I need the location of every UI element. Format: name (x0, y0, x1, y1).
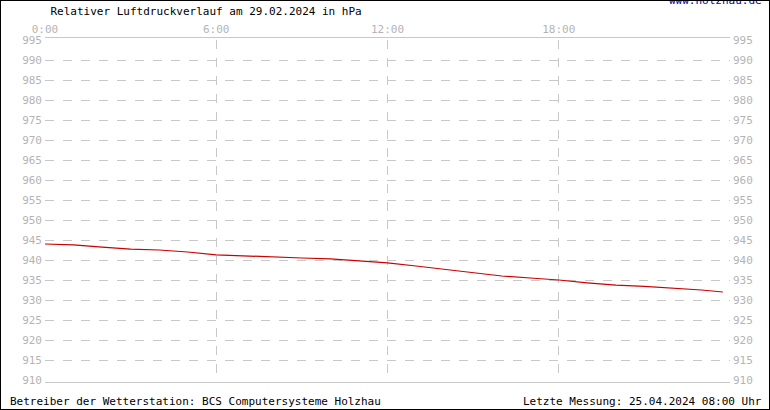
svg-text:www.holzhau.de: www.holzhau.de (669, 1, 762, 7)
svg-text:970: 970 (733, 134, 753, 147)
svg-text:935: 935 (733, 274, 753, 287)
svg-text:980: 980 (733, 94, 753, 107)
svg-text:960: 960 (22, 174, 42, 187)
svg-text:970: 970 (22, 134, 42, 147)
svg-text:985: 985 (733, 74, 753, 87)
svg-text:940: 940 (22, 254, 42, 267)
svg-text:965: 965 (22, 154, 42, 167)
svg-text:Relativer Luftdruckverlauf am: Relativer Luftdruckverlauf am 29.02.2024… (50, 5, 361, 18)
svg-text:0:00: 0:00 (32, 23, 59, 36)
svg-text:955: 955 (22, 194, 42, 207)
svg-text:925: 925 (733, 314, 753, 327)
svg-text:915: 915 (733, 354, 753, 367)
svg-text:935: 935 (22, 274, 42, 287)
svg-text:915: 915 (22, 354, 42, 367)
svg-text:18:00: 18:00 (542, 23, 575, 36)
svg-text:910: 910 (733, 374, 753, 387)
svg-text:980: 980 (22, 94, 42, 107)
svg-text:Letzte Messung: 25.04.2024 08:: Letzte Messung: 25.04.2024 08:00 Uhr (523, 395, 762, 408)
svg-text:930: 930 (733, 294, 753, 307)
svg-text:985: 985 (22, 74, 42, 87)
svg-text:995: 995 (733, 34, 753, 47)
svg-text:995: 995 (22, 34, 42, 47)
svg-text:990: 990 (733, 54, 753, 67)
svg-text:965: 965 (733, 154, 753, 167)
svg-text:975: 975 (22, 114, 42, 127)
svg-text:12:00: 12:00 (371, 23, 404, 36)
svg-text:920: 920 (22, 334, 42, 347)
svg-text:945: 945 (22, 234, 42, 247)
svg-text:950: 950 (733, 214, 753, 227)
svg-text:950: 950 (22, 214, 42, 227)
svg-text:920: 920 (733, 334, 753, 347)
svg-text:955: 955 (733, 194, 753, 207)
svg-text:930: 930 (22, 294, 42, 307)
svg-text:940: 940 (733, 254, 753, 267)
svg-text:6:00: 6:00 (203, 23, 230, 36)
svg-text:910: 910 (22, 374, 42, 387)
svg-text:960: 960 (733, 174, 753, 187)
svg-text:945: 945 (733, 234, 753, 247)
svg-text:975: 975 (733, 114, 753, 127)
svg-text:Betreiber der Wetterstation: B: Betreiber der Wetterstation: BCS Compute… (10, 395, 381, 408)
svg-text:990: 990 (22, 54, 42, 67)
svg-text:925: 925 (22, 314, 42, 327)
